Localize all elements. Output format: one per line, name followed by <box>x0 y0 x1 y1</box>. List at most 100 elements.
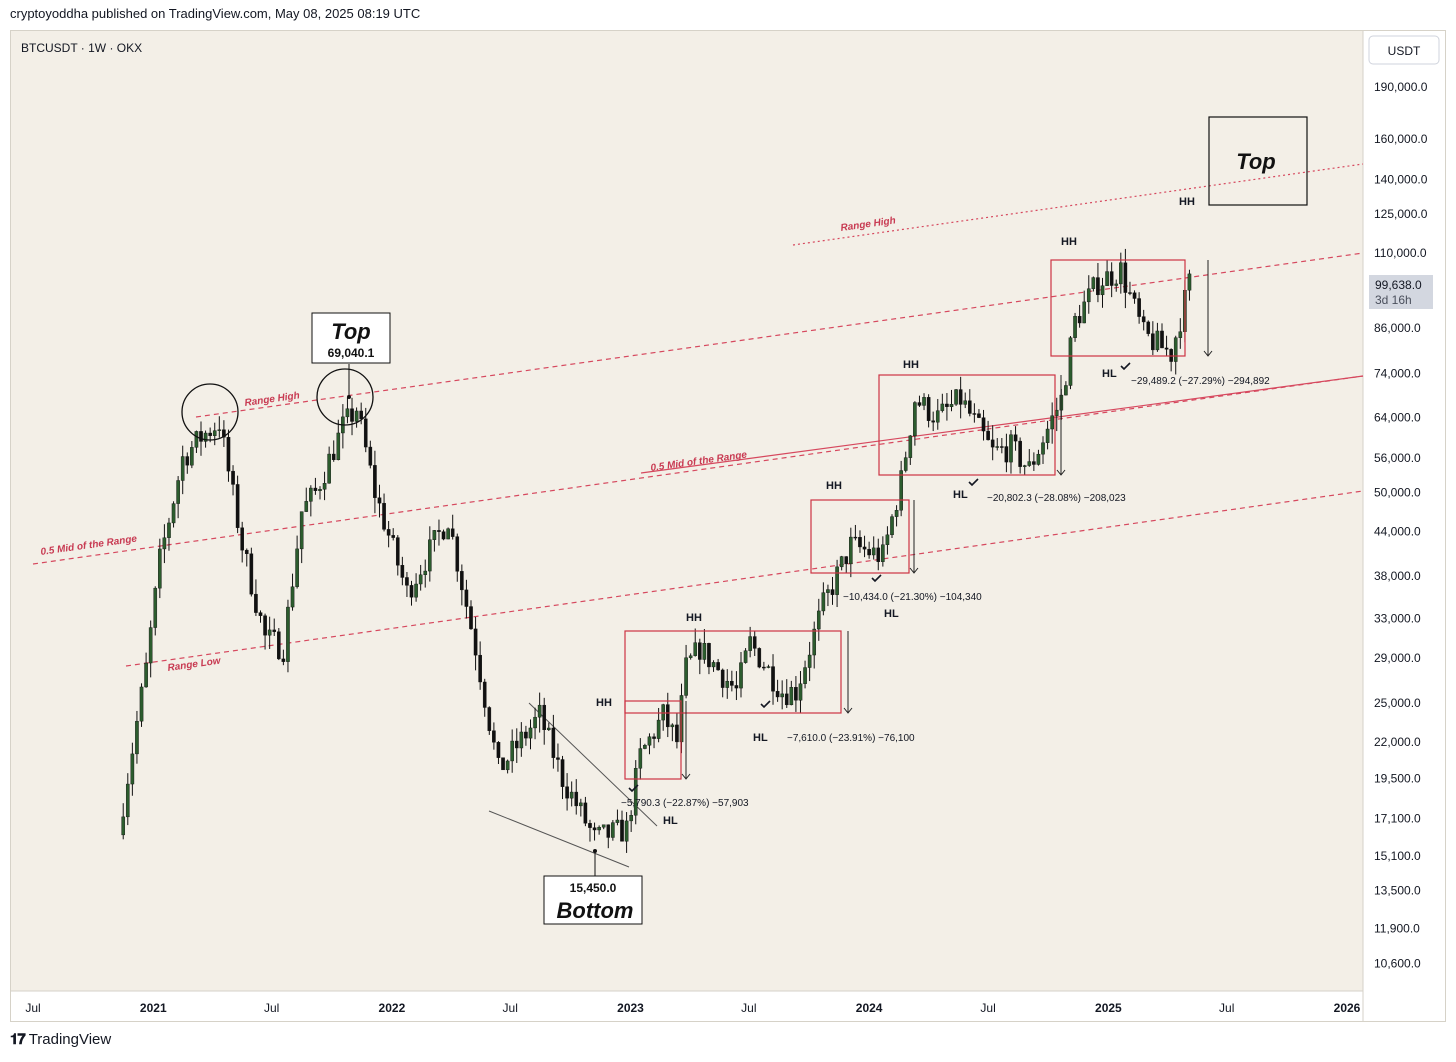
candle-up <box>1187 273 1192 291</box>
candle-up <box>949 404 954 407</box>
candle-down <box>377 497 382 504</box>
candle-up <box>322 483 327 490</box>
candle-up <box>803 667 807 684</box>
currency-label: USDT <box>1388 44 1421 58</box>
candle-down <box>1141 316 1146 323</box>
candle-up <box>629 815 633 822</box>
candle-up <box>336 432 341 461</box>
range-box-2[interactable] <box>624 630 842 714</box>
price-tick-label: 110,000.0 <box>1374 246 1427 260</box>
candle-up <box>505 760 510 771</box>
candle-up <box>643 745 647 749</box>
price-tick-label: 50,000.0 <box>1374 486 1421 500</box>
candle-up <box>290 586 295 608</box>
candle-up <box>1091 277 1096 289</box>
candle-down <box>1004 446 1009 463</box>
candle-up <box>267 629 272 636</box>
candle-down <box>1096 277 1100 296</box>
candle-up <box>816 610 821 630</box>
range-box-3[interactable] <box>810 499 910 574</box>
range-box-1[interactable] <box>624 700 682 780</box>
price-tick-label: 19,500.0 <box>1374 772 1421 786</box>
price-axis-labels[interactable]: 190,000.0 160,000.0 140,000.0 125,000.0 110,… <box>1374 80 1428 971</box>
currency-badge[interactable] <box>1368 35 1440 65</box>
mid-range-solid-line <box>640 375 1364 474</box>
candle-up <box>121 816 126 836</box>
candle-down <box>231 470 235 485</box>
candle-up <box>533 716 537 729</box>
price-tick-label: 10,600.0 <box>1374 957 1421 971</box>
candle-down <box>464 589 469 607</box>
top-future-box[interactable] <box>1208 116 1308 206</box>
mid-range-line <box>32 375 1364 565</box>
candle-up <box>743 650 748 663</box>
candle-down <box>931 420 935 423</box>
current-price-badge <box>1369 275 1433 309</box>
candle-up <box>212 430 217 436</box>
candle-down <box>208 432 212 436</box>
candle-up <box>835 566 839 595</box>
candle-up <box>597 826 601 831</box>
candle-up <box>995 446 1000 448</box>
candle-up <box>1073 316 1077 338</box>
candle-down <box>620 819 624 842</box>
candle-down <box>1164 347 1169 350</box>
candle-up <box>167 522 171 538</box>
time-tick-label: Jul <box>25 1001 40 1015</box>
candle-down <box>258 612 263 616</box>
time-axis-labels[interactable]: Jul 2021 Jul 2022 Jul 2023 Jul 2024 Jul 2025 Jul 20… <box>25 1001 1360 1015</box>
candle-down <box>588 823 592 828</box>
measure-label-5: −29,489.2 (−27.29%) −294,892 <box>1131 376 1270 387</box>
candle-up <box>158 548 162 589</box>
range-box-5[interactable] <box>1050 259 1186 357</box>
candle-down <box>675 724 679 743</box>
price-axis-panel <box>1363 31 1445 1021</box>
top-2021-box[interactable] <box>311 312 391 364</box>
footer-brand[interactable]: 𝟏𝟕 TradingView <box>10 1031 111 1048</box>
time-tick-label: Jul <box>1219 1001 1234 1015</box>
time-tick-label: 2022 <box>379 1001 406 1015</box>
price-tick-label: 33,000.0 <box>1374 612 1421 626</box>
price-tick-label: 190,000.0 <box>1374 80 1428 94</box>
candle-down <box>556 757 560 760</box>
candle-up <box>789 687 794 706</box>
candle-up <box>798 683 803 701</box>
time-tick-label: Jul <box>741 1001 756 1015</box>
candle-up <box>881 544 885 562</box>
candle-down <box>281 658 286 662</box>
price-tick-label: 25,000.0 <box>1374 696 1421 710</box>
candle-down <box>263 615 267 636</box>
candle-up <box>871 547 876 556</box>
range-high-line <box>195 252 1364 418</box>
candle-up <box>299 511 304 550</box>
candle-up <box>780 693 784 698</box>
candle-down <box>313 487 318 491</box>
time-tick-label: 2024 <box>856 1001 883 1015</box>
top-2021-value: 69,040.1 <box>328 346 375 360</box>
candle-down <box>794 687 798 701</box>
candle-down <box>981 417 986 432</box>
candle-down <box>551 727 556 758</box>
candle-down <box>986 430 990 441</box>
candle-up <box>670 724 675 728</box>
candle-up <box>295 548 299 587</box>
candle-up <box>1009 434 1013 463</box>
candle-up <box>354 410 359 422</box>
candlestick-chart[interactable]: BTCUSDT · 1W · OKX USDT Range High Range… <box>11 31 1445 1021</box>
candle-up <box>1036 453 1041 465</box>
bottom-2022-box[interactable] <box>543 875 643 925</box>
candle-down <box>757 648 762 668</box>
candle-up <box>615 819 620 823</box>
candle-up <box>171 503 176 524</box>
price-tick-label: 13,500.0 <box>1374 883 1421 897</box>
candle-up <box>821 592 826 612</box>
candle-up <box>748 636 752 651</box>
candle-down <box>226 436 231 472</box>
candle-up <box>688 655 693 658</box>
candle-down <box>373 465 377 498</box>
candle-up <box>647 736 652 746</box>
candle-down <box>862 546 867 550</box>
range-box-4[interactable] <box>878 374 1056 476</box>
price-tick-label: 56,000.0 <box>1374 451 1421 465</box>
range-high-future-line <box>792 163 1364 246</box>
